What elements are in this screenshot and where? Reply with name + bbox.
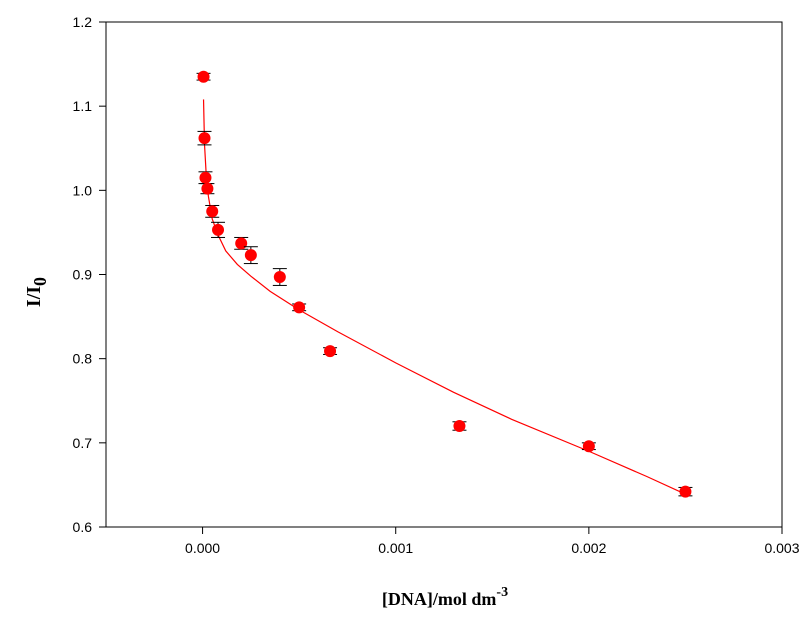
x-axis-title-superscript: -3 xyxy=(496,585,508,600)
data-point xyxy=(678,485,693,498)
data-point-marker xyxy=(679,485,692,498)
y-tick-label: 0.8 xyxy=(73,351,93,367)
y-tick-label: 1.2 xyxy=(73,14,93,30)
x-axis-title: [DNA]/mol dm-3 xyxy=(382,585,508,609)
x-tick-label: 0.003 xyxy=(764,540,799,556)
y-tick-label: 0.7 xyxy=(73,435,93,451)
y-tick-label: 1.0 xyxy=(73,182,93,198)
x-axis-ticks: 0.000 0.001 0.002 0.003 xyxy=(185,527,800,556)
data-point xyxy=(292,301,307,314)
data-point xyxy=(581,440,596,453)
data-point-marker xyxy=(293,301,306,314)
data-point xyxy=(243,246,258,265)
x-tick-label: 0.001 xyxy=(378,540,413,556)
data-point xyxy=(205,204,220,218)
x-tick-label: 0.002 xyxy=(571,540,606,556)
data-point xyxy=(196,70,211,83)
data-point-marker xyxy=(199,171,212,184)
data-point-marker xyxy=(201,182,214,195)
fit-curve-layer xyxy=(202,99,686,495)
data-point xyxy=(198,171,213,185)
data-point xyxy=(272,268,287,286)
data-point-marker xyxy=(212,223,225,236)
y-axis-title: I/I0 xyxy=(23,277,50,307)
data-point-marker xyxy=(235,237,248,250)
data-point-marker xyxy=(324,345,337,358)
data-points-layer xyxy=(196,70,693,498)
x-tick-label: 0.000 xyxy=(185,540,220,556)
y-tick-label: 0.9 xyxy=(73,267,93,283)
y-tick-label: 1.1 xyxy=(73,98,93,114)
y-tick-label: 0.6 xyxy=(73,519,93,535)
y-axis-title-main: I/I xyxy=(23,286,45,307)
data-point-marker xyxy=(582,440,595,453)
plot-frame xyxy=(105,21,783,528)
data-point xyxy=(211,221,226,238)
y-axis-ticks: 0.6 0.7 0.8 0.9 1.0 1.1 1.2 xyxy=(73,14,106,535)
y-axis-title-subscript: 0 xyxy=(30,277,50,286)
data-point-marker xyxy=(197,70,210,83)
data-point xyxy=(200,182,215,195)
data-point-marker xyxy=(453,420,466,432)
x-axis-title-main: [DNA]/mol dm xyxy=(382,589,497,609)
fit-curve xyxy=(202,99,686,495)
data-point-marker xyxy=(273,271,286,284)
data-point xyxy=(234,236,249,250)
data-point-marker xyxy=(198,132,211,145)
data-point-marker xyxy=(206,205,219,218)
data-point xyxy=(323,345,338,358)
plot-area-border xyxy=(105,21,783,528)
data-point xyxy=(197,130,212,146)
data-point-marker xyxy=(244,249,257,262)
data-point xyxy=(452,420,467,432)
